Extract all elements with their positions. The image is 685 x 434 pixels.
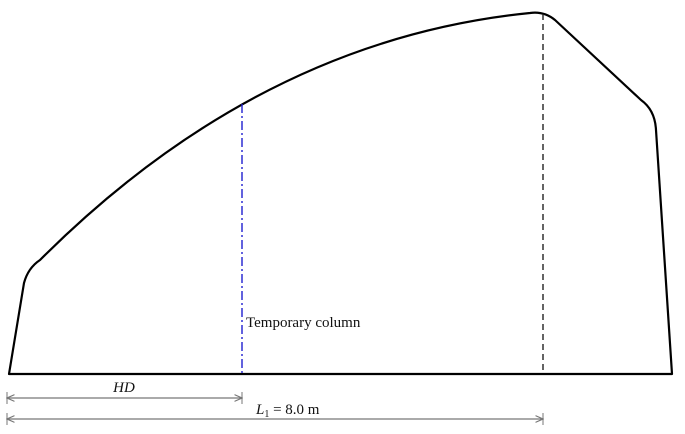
span-label: L1 = 8.0 m <box>255 402 320 420</box>
tunnel-outline <box>7 11 674 376</box>
span-label-value: = 8.0 m <box>269 402 319 418</box>
temporary-column-label: Temporary column <box>246 315 361 331</box>
hd-label: HD <box>112 380 135 396</box>
span-label-symbol: L <box>255 402 264 418</box>
span-label-subscript: 1 <box>264 409 269 420</box>
